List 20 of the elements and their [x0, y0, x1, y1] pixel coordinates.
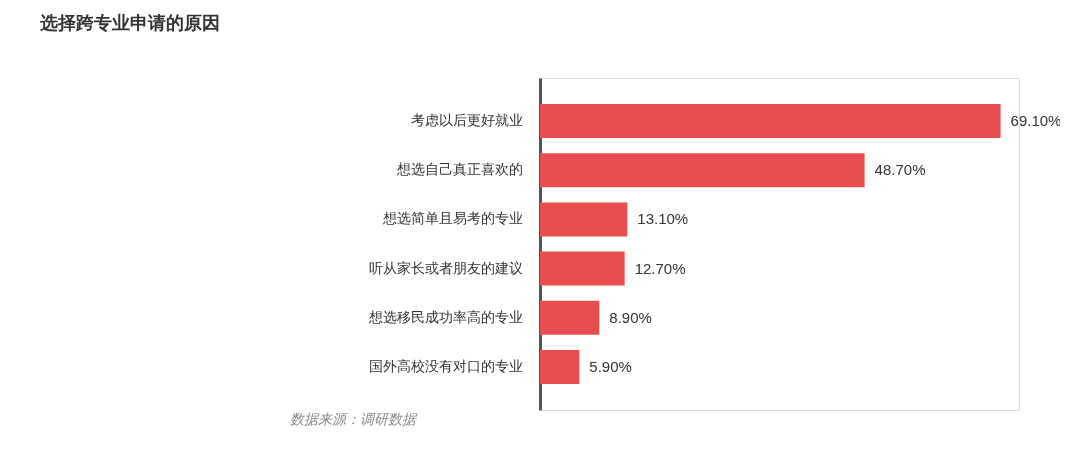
bar — [540, 202, 628, 237]
bar — [540, 349, 580, 384]
data-label: 69.10% — [1010, 112, 1062, 130]
y-tick-label: 想选移民成功率高的专业 — [367, 308, 523, 325]
data-label: 8.90% — [609, 308, 652, 326]
data-label: 13.10% — [637, 210, 689, 228]
text: 选择跨专业申请的原因 — [39, 13, 220, 33]
y-tick-label: 国外高校没有对口的专业 — [368, 357, 523, 374]
bar — [540, 153, 865, 188]
y-tick-label: 考虑以后更好就业 — [410, 112, 523, 129]
bar — [540, 104, 1001, 139]
data-label: 12.70% — [634, 259, 686, 277]
y-tick-label: 想选简单且易考的专业 — [381, 210, 523, 227]
bar — [540, 251, 625, 286]
data-label: 5.90% — [589, 357, 632, 375]
data-label: 48.70% — [874, 161, 926, 179]
y-tick-label: 听从家长或者朋友的建议 — [368, 259, 523, 276]
y-tick-label: 想选自己真正喜欢的 — [395, 161, 523, 178]
source-note: 数据来源：调研数据 — [290, 411, 418, 427]
bar — [540, 300, 600, 335]
